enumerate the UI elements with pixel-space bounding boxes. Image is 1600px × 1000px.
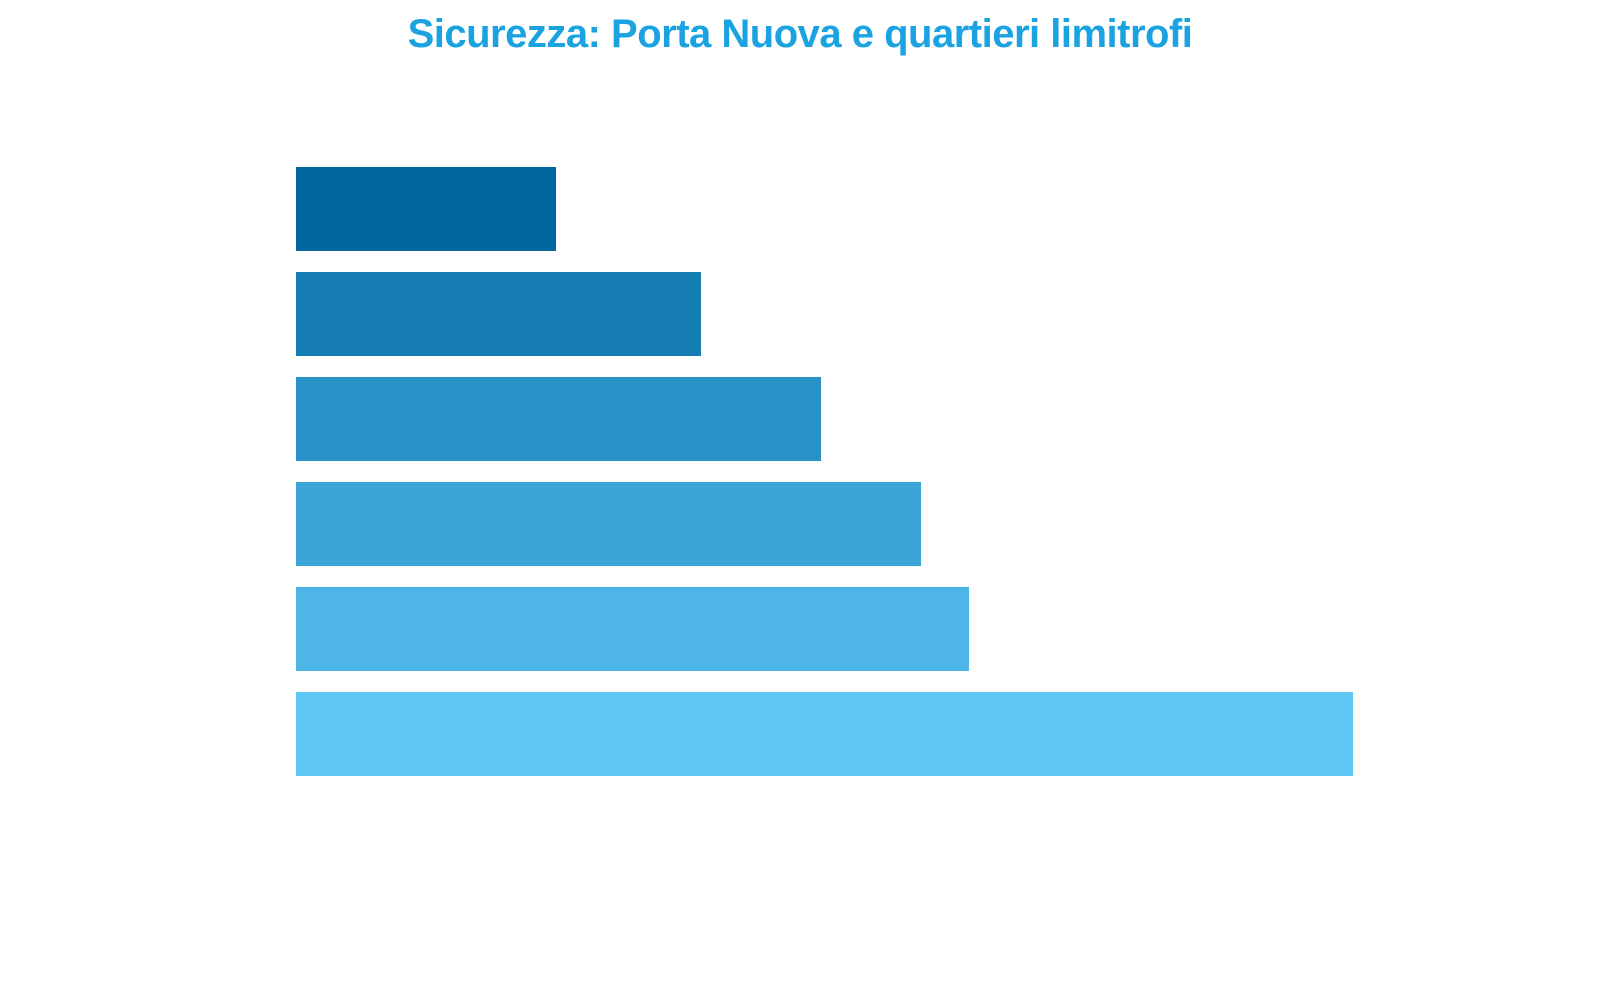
bar-6: [296, 692, 1353, 776]
bar-5: [296, 587, 969, 671]
bar-3: [296, 377, 821, 461]
bar-2: [296, 272, 701, 356]
bar-1: [296, 167, 556, 251]
bar-4: [296, 482, 921, 566]
chart-title: Sicurezza: Porta Nuova e quartieri limit…: [407, 12, 1193, 56]
